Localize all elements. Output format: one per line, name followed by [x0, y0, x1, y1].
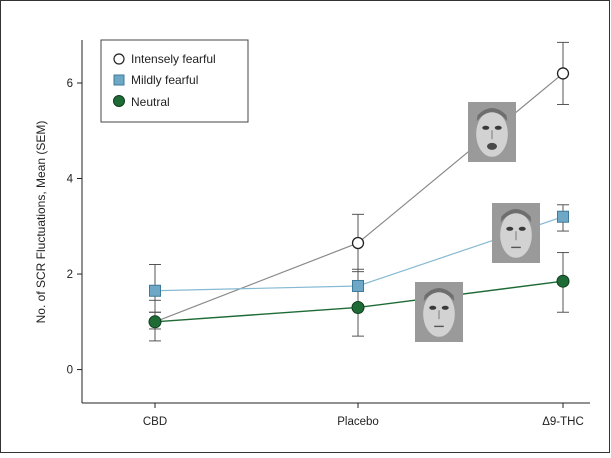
point-mildly-fearful: [149, 284, 161, 297]
point-mildly-fearful: [557, 210, 569, 223]
face-eye-right: [518, 226, 526, 231]
legend-label-intensely-fearful: Intensely fearful: [131, 52, 216, 66]
face-image-intensely-fearful: [468, 102, 516, 162]
point-intensely-fearful: [556, 67, 570, 80]
point-intensely-fearful: [351, 236, 365, 250]
face-eye-left: [482, 125, 490, 130]
face-hair: [423, 288, 455, 302]
face-eye-left: [506, 226, 514, 231]
face-image-neutral: [415, 282, 463, 342]
face-mouth: [487, 142, 497, 150]
point-neutral: [148, 315, 162, 329]
face-eye-left: [429, 305, 437, 310]
face-image-mildly-fearful: [492, 203, 540, 263]
point-neutral: [556, 274, 570, 288]
legend-label-mildly-fearful: Mildly fearful: [131, 73, 198, 87]
y-tick-label: 2: [67, 269, 73, 281]
face-eye-right: [441, 305, 449, 310]
legend: Intensely fearful Mildly fearful Neutral: [100, 39, 249, 123]
x-tick-label: CBD: [143, 416, 167, 428]
legend-box: [100, 39, 249, 123]
legend-label-neutral: Neutral: [131, 95, 170, 109]
face-eye-right: [494, 125, 502, 130]
x-tick-label: Δ9-THC: [542, 416, 584, 428]
y-axis-title: No. of SCR Fluctuations, Mean (SEM): [34, 121, 48, 324]
y-ticks: 0 2 4 6: [67, 78, 82, 377]
legend-marker-neutral: [113, 95, 125, 107]
y-tick-label: 4: [67, 174, 74, 186]
face-hair: [476, 108, 508, 122]
face-stimuli: [415, 102, 540, 342]
legend-marker-intensely-fearful: [113, 53, 125, 65]
point-neutral: [351, 300, 365, 314]
legend-marker-mildly-fearful: [113, 74, 125, 86]
point-mildly-fearful: [352, 279, 364, 292]
face-hair: [500, 209, 532, 223]
y-tick-label: 0: [67, 365, 73, 377]
x-ticks: CBD Placebo Δ9-THC: [143, 403, 584, 428]
y-tick-label: 6: [67, 78, 73, 90]
x-tick-label: Placebo: [337, 416, 379, 428]
